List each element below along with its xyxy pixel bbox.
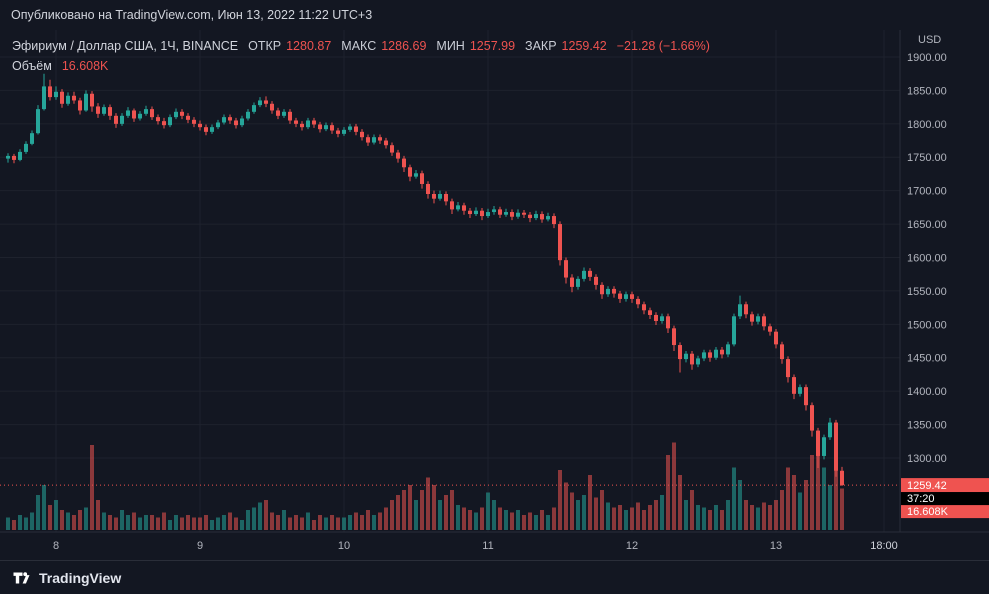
last-price-badge-text: 1259.42 xyxy=(907,480,947,492)
change-value: −21.28 (−1.66%) xyxy=(616,39,710,53)
volume-bars xyxy=(6,442,844,530)
footer-bar: TradingView xyxy=(0,560,989,594)
price-tick-label: 1850.00 xyxy=(907,85,947,97)
price-tick-label: 1550.00 xyxy=(907,286,947,298)
high-value: 1286.69 xyxy=(381,39,427,53)
bar-countdown-text: 37:20 xyxy=(907,493,935,505)
price-tick-label: 1900.00 xyxy=(907,52,947,64)
time-axis[interactable]: 8 9 10 11 12 13 18:00 xyxy=(53,540,898,552)
time-tick-label: 12 xyxy=(626,540,638,552)
open-value: 1280.87 xyxy=(286,39,332,53)
ohlc-low: МИН 1257.99 xyxy=(436,39,515,53)
price-tick-label: 1650.00 xyxy=(907,219,947,231)
low-label: МИН xyxy=(436,39,465,53)
ohlc-high: МАКС 1286.69 xyxy=(341,39,426,53)
footer-brand[interactable]: TradingView xyxy=(39,569,122,586)
price-tick-label: 1450.00 xyxy=(907,353,947,365)
ohlc-open: ОТКР 1280.87 xyxy=(248,39,331,53)
currency-label: USD xyxy=(918,34,941,46)
time-tick-label: 13 xyxy=(770,540,782,552)
high-label: МАКС xyxy=(341,39,377,53)
volume-label[interactable]: Объём xyxy=(12,59,52,73)
time-tick-label: 10 xyxy=(338,540,350,552)
publish-bar: Опубликовано на TradingView.com, Июн 13,… xyxy=(0,0,989,30)
close-label: ЗАКР xyxy=(525,39,557,53)
price-tick-label: 1400.00 xyxy=(907,386,947,398)
price-tick-label: 1600.00 xyxy=(907,252,947,264)
chart-legend: Эфириум / Доллар США, 1Ч, BINANCE ОТКР 1… xyxy=(12,36,710,76)
chart-canvas[interactable]: USD 1900.00 1850.00 1800.00 1750.00 1700.00 16… xyxy=(0,30,989,560)
price-axis[interactable]: USD 1900.00 1850.00 1800.00 1750.00 1700.00 16… xyxy=(907,34,947,465)
price-tick-label: 1800.00 xyxy=(907,119,947,131)
price-tick-label: 1300.00 xyxy=(907,453,947,465)
time-tick-label: 18:00 xyxy=(870,540,898,552)
price-tick-label: 1750.00 xyxy=(907,152,947,164)
publish-text: Опубликовано на TradingView.com, Июн 13,… xyxy=(11,8,373,22)
bar-countdown-badge xyxy=(901,492,989,506)
symbol-title[interactable]: Эфириум / Доллар США, 1Ч, BINANCE xyxy=(12,39,239,53)
close-value: 1259.42 xyxy=(561,39,607,53)
price-tick-label: 1500.00 xyxy=(907,319,947,331)
volume-badge xyxy=(901,505,989,519)
last-price-badge xyxy=(901,478,989,493)
low-value: 1257.99 xyxy=(469,39,516,53)
ohlc-close: ЗАКР 1259.42 xyxy=(525,39,607,53)
tradingview-logo[interactable] xyxy=(12,568,31,587)
time-tick-label: 8 xyxy=(53,540,59,552)
grid-lines xyxy=(0,30,900,532)
volume-value: 16.608K xyxy=(61,59,109,73)
open-label: ОТКР xyxy=(248,39,282,53)
volume-badge-text: 16.608K xyxy=(907,506,949,518)
candlesticks xyxy=(6,73,844,487)
time-tick-label: 11 xyxy=(482,540,493,552)
time-tick-label: 9 xyxy=(197,540,203,552)
price-tick-label: 1700.00 xyxy=(907,186,947,198)
price-tick-label: 1350.00 xyxy=(907,420,947,432)
